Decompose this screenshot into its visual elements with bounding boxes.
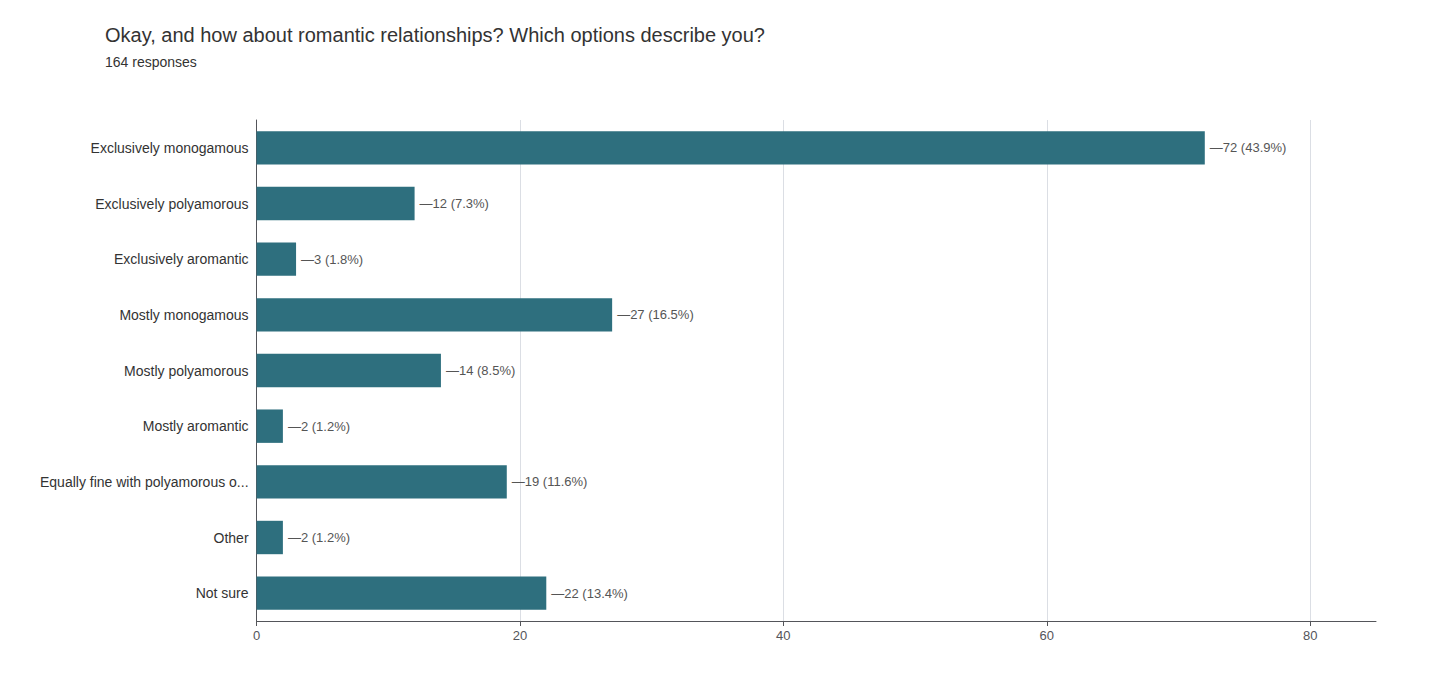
svg-text:20: 20 <box>513 628 527 643</box>
svg-text:—12 (7.3%): —12 (7.3%) <box>420 196 489 211</box>
svg-text:164 responses: 164 responses <box>105 54 197 70</box>
svg-text:—72 (43.9%): —72 (43.9%) <box>1210 140 1287 155</box>
svg-text:Exclusively polyamorous: Exclusively polyamorous <box>95 196 248 212</box>
svg-text:—2 (1.2%): —2 (1.2%) <box>288 530 350 545</box>
svg-text:0: 0 <box>253 628 260 643</box>
svg-text:—19 (11.6%): —19 (11.6%) <box>512 474 588 489</box>
svg-text:80: 80 <box>1303 628 1317 643</box>
svg-text:Okay, and how about romantic r: Okay, and how about romantic relationshi… <box>105 24 765 46</box>
svg-text:Equally fine with polyamorous: Equally fine with polyamorous o... <box>40 474 249 490</box>
svg-text:Mostly polyamorous: Mostly polyamorous <box>124 363 249 379</box>
svg-text:Mostly monogamous: Mostly monogamous <box>119 307 248 323</box>
svg-text:Exclusively monogamous: Exclusively monogamous <box>91 140 249 156</box>
svg-text:60: 60 <box>1040 628 1054 643</box>
svg-text:—14 (8.5%): —14 (8.5%) <box>446 363 515 378</box>
svg-text:—27 (16.5%): —27 (16.5%) <box>617 307 694 322</box>
svg-text:40: 40 <box>776 628 790 643</box>
svg-text:Exclusively aromantic: Exclusively aromantic <box>114 251 249 267</box>
svg-text:Other: Other <box>214 530 249 546</box>
svg-text:—2 (1.2%): —2 (1.2%) <box>288 419 350 434</box>
svg-text:Mostly aromantic: Mostly aromantic <box>143 418 249 434</box>
svg-text:—22 (13.4%): —22 (13.4%) <box>551 586 628 601</box>
svg-text:—3 (1.8%): —3 (1.8%) <box>301 252 363 267</box>
svg-text:Not sure: Not sure <box>196 585 249 601</box>
